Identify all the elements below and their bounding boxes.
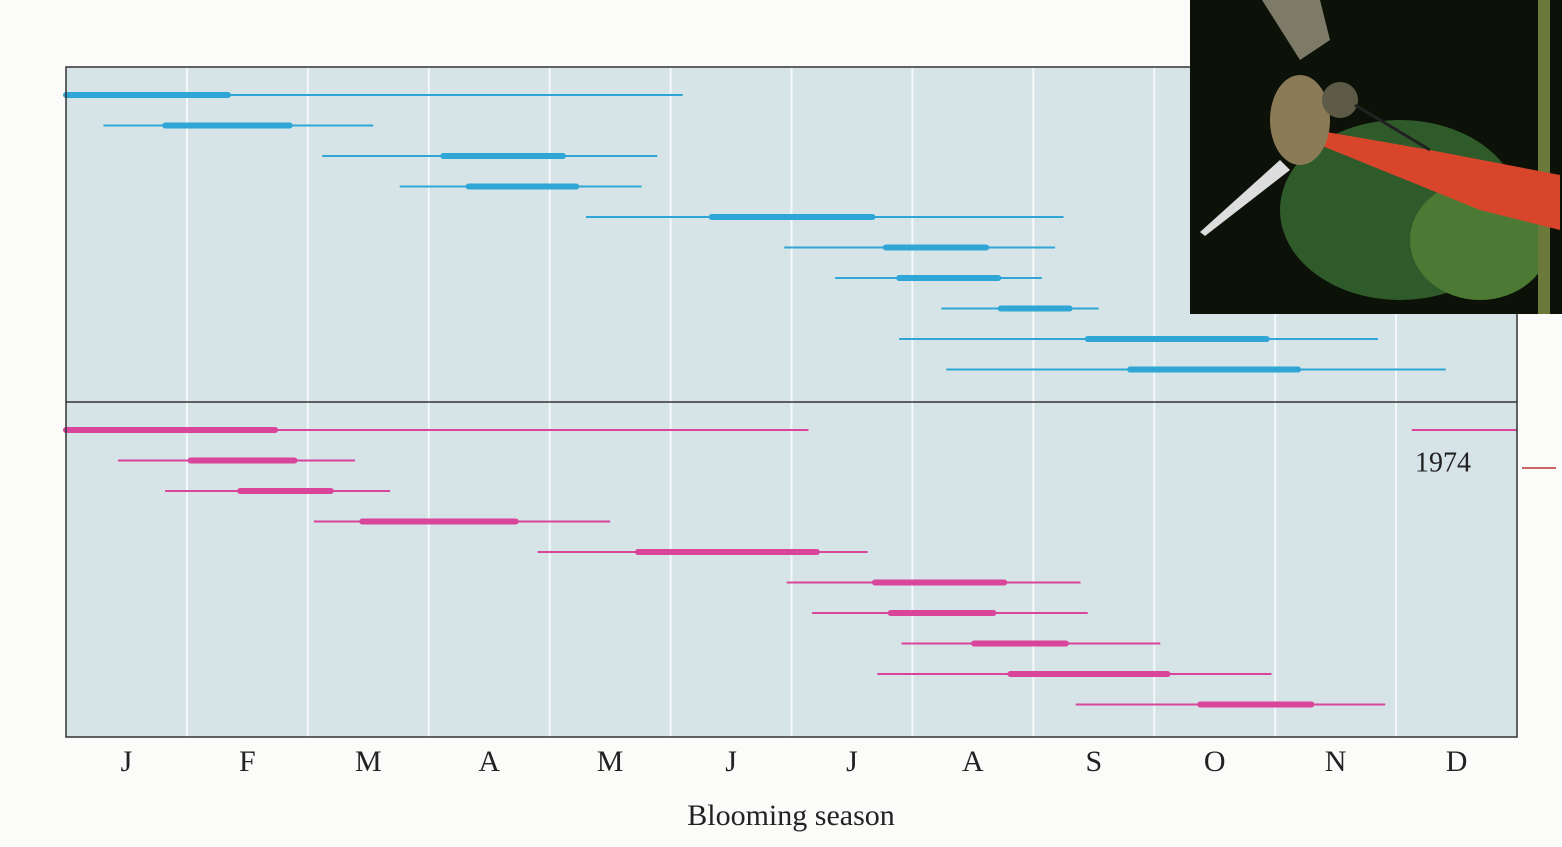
x-tick-label: M	[355, 745, 382, 778]
bird-body	[1270, 75, 1330, 165]
photo	[1190, 0, 1562, 314]
x-tick-label: J	[121, 745, 133, 778]
x-tick-label: A	[478, 745, 500, 778]
x-tick-label: J	[725, 745, 737, 778]
x-tick-label: F	[239, 745, 256, 778]
x-tick-label: O	[1204, 745, 1226, 778]
x-tick-label: N	[1325, 745, 1347, 778]
x-tick-label: M	[597, 745, 624, 778]
x-tick-label: A	[962, 745, 984, 778]
stem	[1538, 0, 1550, 314]
chart: 1974 Blooming season J F M A M J J A S O N D	[0, 0, 1562, 847]
x-axis-label: Blooming season	[687, 799, 895, 832]
bird-head	[1322, 82, 1358, 118]
x-tick-label: S	[1085, 745, 1102, 778]
annotation: 1974	[1415, 447, 1471, 478]
page: {"chart_data": { "type": "range", "x_lab…	[0, 0, 1562, 847]
x-tick-label: J	[846, 745, 858, 778]
x-tick-label: D	[1446, 745, 1468, 778]
